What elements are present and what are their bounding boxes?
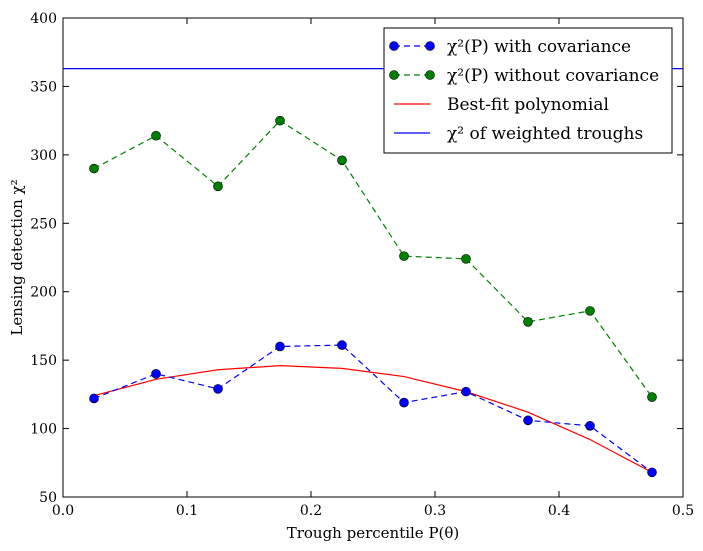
x-tick-label: 0.5: [672, 503, 694, 519]
legend-label: χ² of weighted troughs: [447, 124, 643, 144]
y-tick-label: 100: [30, 422, 57, 438]
x-tick-label: 0.3: [424, 503, 446, 519]
data-point: [275, 115, 285, 126]
x-axis-label: Trough percentile P(θ): [287, 524, 460, 542]
data-point: [647, 392, 657, 402]
x-tick-label: 0.4: [548, 503, 570, 519]
y-axis-label: Lensing detection χ²: [8, 179, 26, 335]
y-tick-label: 250: [30, 216, 57, 232]
data-point: [585, 306, 595, 316]
plot-frame: [62, 17, 684, 498]
series-line: [93, 365, 653, 473]
data-point: [89, 393, 99, 404]
y-tick-label: 150: [30, 353, 57, 369]
data-point: [89, 163, 99, 174]
series-line: [93, 344, 653, 473]
legend: χ²(P) with covariance χ²(P) without covar…: [383, 27, 673, 154]
y-tick-label: 300: [30, 148, 57, 164]
x-tick-label: 0.1: [176, 503, 198, 519]
legend-label: χ²(P) without covariance: [447, 66, 659, 86]
data-point: [399, 251, 409, 261]
y-tick-label: 350: [30, 79, 57, 95]
y-tick-label: 50: [39, 490, 57, 506]
legend-swatch-marker: [389, 41, 399, 51]
data-point: [647, 467, 657, 478]
y-tick-label: 200: [30, 285, 57, 301]
data-point: [399, 397, 409, 408]
data-point: [213, 384, 223, 394]
series-2: [93, 365, 653, 473]
data-point: [461, 386, 471, 397]
x-tick-label: 0.0: [52, 503, 74, 519]
data-point: [213, 181, 223, 192]
data-point: [337, 340, 347, 350]
legend-swatch-marker: [389, 70, 399, 80]
series-1: [89, 115, 657, 402]
series-line: [93, 119, 653, 398]
data-point: [585, 421, 595, 431]
data-point: [523, 317, 533, 327]
x-tick-label: 0.2: [300, 503, 322, 519]
data-point: [461, 254, 471, 264]
legend-swatch-marker: [425, 41, 435, 51]
data-point: [523, 415, 533, 426]
data-point: [151, 369, 161, 379]
series-0: [89, 340, 657, 478]
y-tick-label: 400: [30, 11, 57, 27]
legend-label: χ²(P) with covariance: [447, 37, 631, 57]
legend-swatch-marker: [425, 70, 435, 80]
series-layer: [63, 68, 683, 478]
ticks-layer: 0.0 0.1 0.2 0.3 0.4 0.5 50 100 150 200 250 300 350 40…: [30, 11, 694, 519]
data-point: [151, 130, 161, 141]
data-point: [337, 155, 347, 166]
data-point: [275, 341, 285, 352]
legend-label: Best-fit polynomial: [447, 95, 609, 115]
